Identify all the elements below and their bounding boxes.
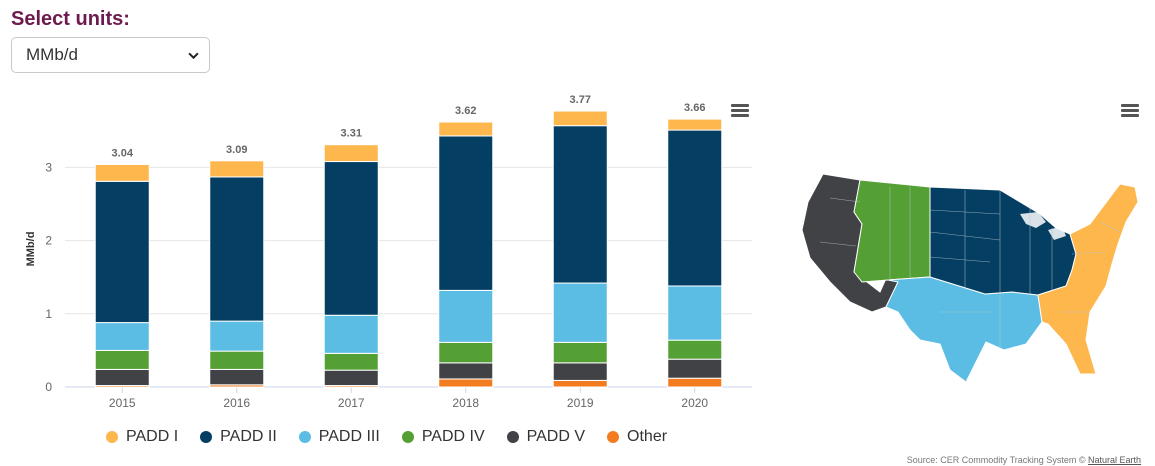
chevron-down-icon xyxy=(188,52,199,59)
legend-dot-icon xyxy=(401,431,414,443)
bar-segment-padd-i[interactable] xyxy=(667,118,723,131)
bar-segment-padd-v[interactable] xyxy=(438,362,494,380)
bar-segment-other[interactable] xyxy=(667,377,723,388)
legend-label: Other xyxy=(627,428,668,445)
legend-item-other[interactable]: Other xyxy=(607,428,667,446)
bar-segment-other[interactable] xyxy=(552,379,608,388)
select-units-heading: Select units: xyxy=(11,8,130,30)
x-tick-label: 2017 xyxy=(338,396,365,410)
legend-item-padd-v[interactable]: PADD V xyxy=(506,428,586,446)
bar-segment-padd-iii[interactable] xyxy=(209,320,265,352)
bar-segment-padd-iii[interactable] xyxy=(438,289,494,343)
y-tick-label: 0 xyxy=(45,380,52,394)
legend-dot-icon xyxy=(106,431,118,443)
great-lakes xyxy=(1020,212,1066,240)
bars xyxy=(94,110,723,388)
y-axis-title: MMb/d xyxy=(25,232,37,267)
stacked-bar-chart: 0 1 2 3 3.04 2015 3.09 2016 3.31 2017 3.62 2018 3.77… xyxy=(25,94,752,410)
bar-segment-padd-i[interactable] xyxy=(209,160,265,178)
units-select[interactable]: MMb/d xyxy=(11,37,210,73)
y-tick-label: 1 xyxy=(45,307,52,321)
bar-segment-padd-ii[interactable] xyxy=(438,135,494,291)
bar-segment-padd-iv[interactable] xyxy=(438,341,494,364)
legend-item-padd-iv[interactable]: PADD IV xyxy=(401,428,485,446)
bar-segment-padd-i[interactable] xyxy=(552,110,608,127)
bar-total-label: 3.62 xyxy=(455,105,476,117)
legend-label: PADD II xyxy=(220,428,277,445)
bar-segment-padd-iii[interactable] xyxy=(94,322,150,351)
bar-segment-padd-iii[interactable] xyxy=(667,285,723,341)
bar-segment-padd-v[interactable] xyxy=(94,368,150,387)
bar-segment-padd-i[interactable] xyxy=(94,163,150,182)
y-tick-label: 3 xyxy=(45,160,52,174)
bar-segment-padd-ii[interactable] xyxy=(667,129,723,287)
padd4-region[interactable] xyxy=(853,179,931,283)
bar-total-label: 3.66 xyxy=(684,102,705,114)
bar-segment-padd-iv[interactable] xyxy=(209,350,265,370)
bar-segment-padd-iii[interactable] xyxy=(552,282,608,343)
padd2-region[interactable] xyxy=(929,186,1077,296)
legend-label: PADD III xyxy=(318,428,380,445)
grid-lines xyxy=(65,166,752,393)
bar-segment-padd-v[interactable] xyxy=(323,369,379,387)
bar-segment-padd-iv[interactable] xyxy=(94,349,150,370)
bar-segment-padd-iv[interactable] xyxy=(667,339,723,360)
bar-segment-padd-iv[interactable] xyxy=(552,341,608,364)
units-select-value: MMb/d xyxy=(26,45,78,64)
map-menu-icon[interactable] xyxy=(1121,104,1139,118)
legend-dot-icon xyxy=(506,431,519,443)
y-tick-label: 2 xyxy=(45,234,52,248)
us-padd-map-svg xyxy=(801,173,1139,383)
padd1-region[interactable] xyxy=(1037,183,1139,375)
bar-segment-padd-v[interactable] xyxy=(209,368,265,386)
natural-earth-link[interactable]: Natural Earth xyxy=(1087,455,1141,465)
legend-label: PADD V xyxy=(526,428,586,445)
x-tick-label: 2016 xyxy=(223,396,250,410)
x-tick-label: 2018 xyxy=(452,396,479,410)
bar-segment-padd-iv[interactable] xyxy=(323,352,379,371)
bar-total-label: 3.31 xyxy=(341,128,362,140)
source-text: Source: CER Commodity Tracking System © xyxy=(906,455,1086,465)
bar-segment-padd-i[interactable] xyxy=(438,121,494,137)
bar-segment-other[interactable] xyxy=(438,378,494,388)
bar-segment-padd-v[interactable] xyxy=(667,358,723,379)
bar-total-label: 3.09 xyxy=(226,144,247,156)
bar-segment-padd-ii[interactable] xyxy=(552,125,608,284)
bar-total-label: 3.77 xyxy=(570,94,591,106)
bar-segment-padd-iii[interactable] xyxy=(323,314,379,354)
legend-dot-icon xyxy=(607,431,620,443)
bar-segment-padd-i[interactable] xyxy=(323,144,379,163)
bar-segment-padd-v[interactable] xyxy=(552,362,608,381)
x-tick-label: 2019 xyxy=(567,396,594,410)
legend-item-padd-iii[interactable]: PADD III xyxy=(298,428,380,446)
legend-dot-icon xyxy=(200,431,213,443)
legend-label: PADD I xyxy=(126,428,179,445)
source-credit: Source: CER Commodity Tracking System © … xyxy=(907,455,1141,465)
legend-item-padd-i[interactable]: PADD I xyxy=(106,428,178,446)
bar-total-label: 3.04 xyxy=(112,147,134,159)
x-tick-label: 2015 xyxy=(109,396,136,410)
bar-segment-padd-ii[interactable] xyxy=(323,161,379,316)
chart-menu-icon[interactable] xyxy=(731,104,749,118)
legend-label: PADD IV xyxy=(421,428,485,445)
padd-map xyxy=(790,162,1145,387)
bar-segment-padd-ii[interactable] xyxy=(94,180,150,324)
chart-labels: 0 1 2 3 3.04 2015 3.09 2016 3.31 2017 3.62 2018 3.77… xyxy=(45,94,708,410)
x-tick-label: 2020 xyxy=(681,396,708,410)
state-borders xyxy=(819,187,1121,347)
bar-segment-padd-ii[interactable] xyxy=(209,176,265,322)
legend-dot-icon xyxy=(298,431,311,443)
chart-legend: PADD I PADD II PADD III PADD IV PADD V Other xyxy=(106,428,689,446)
legend-item-padd-ii[interactable]: PADD II xyxy=(200,428,277,446)
